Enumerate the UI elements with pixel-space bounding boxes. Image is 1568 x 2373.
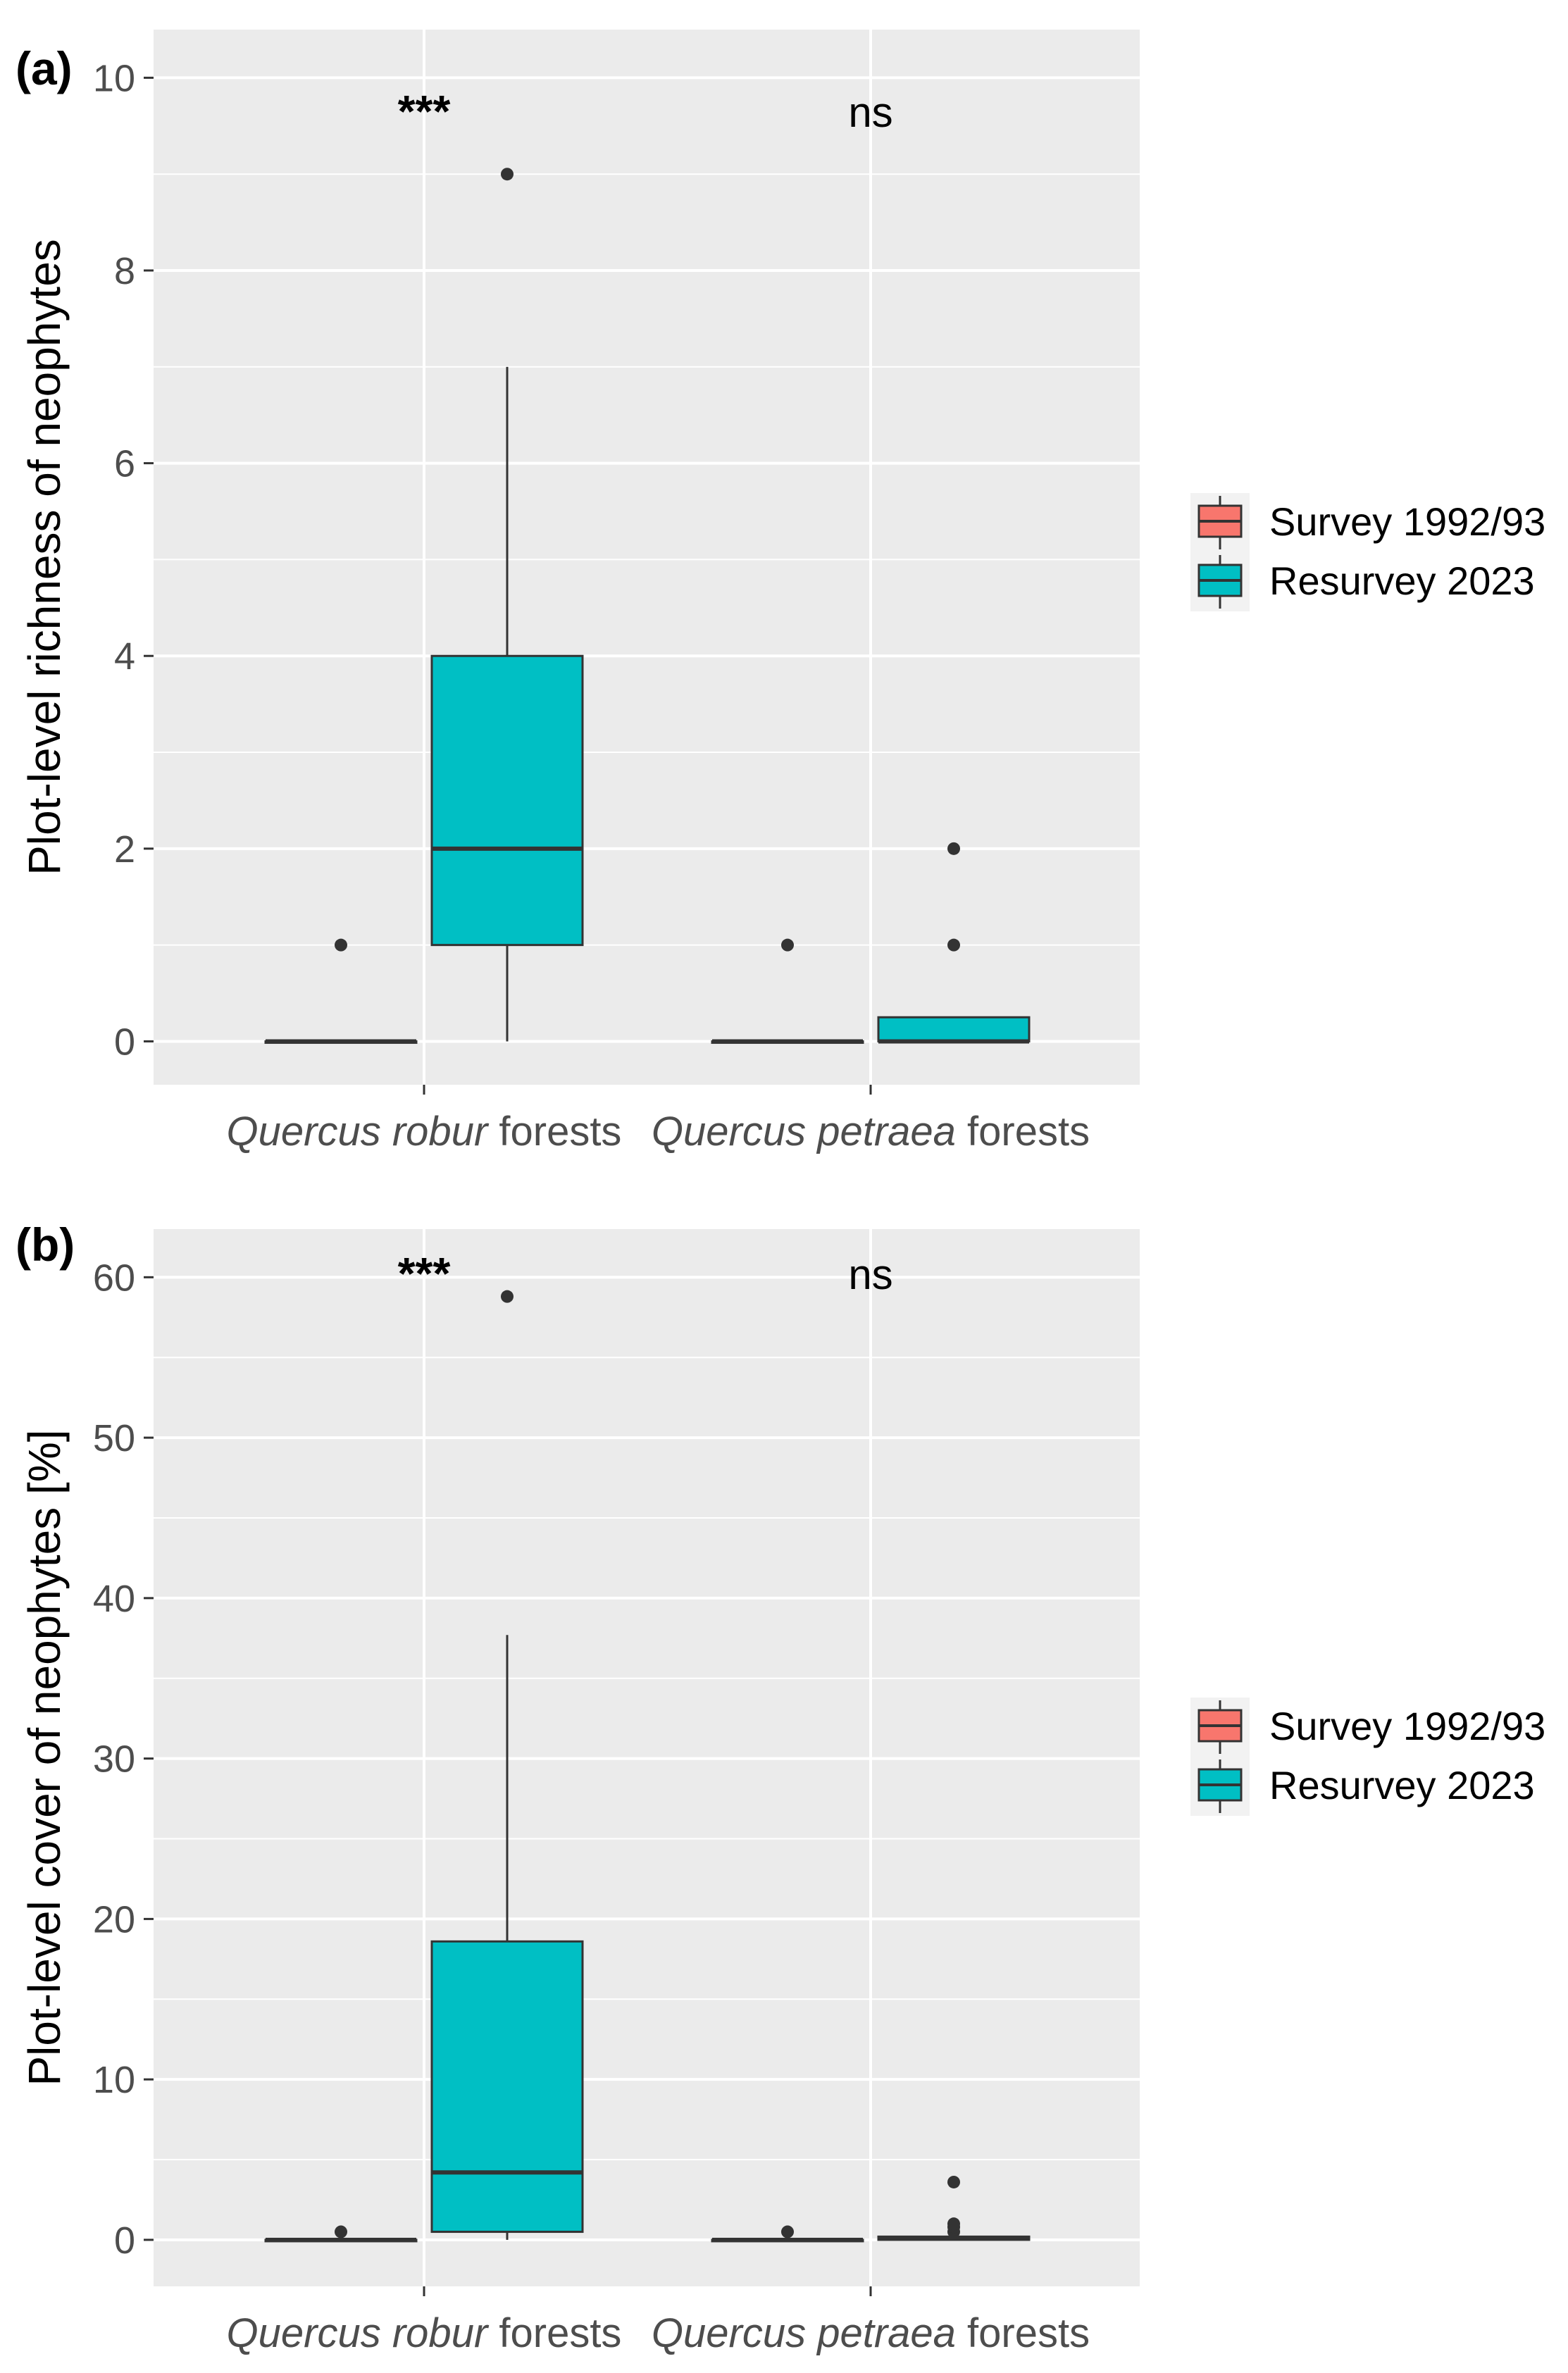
boxplot-survey <box>264 2225 418 2243</box>
legend: Survey 1992/93 Resurvey 2023 <box>1190 493 1545 611</box>
legend-key <box>1190 493 1250 552</box>
y-tick-label: 8 <box>114 250 135 292</box>
legend-key <box>1190 552 1250 611</box>
y-axis-title: Plot-level richness of neophytes <box>19 239 70 876</box>
legend-key <box>1190 1698 1250 1757</box>
significance-label: ns <box>848 89 892 136</box>
box <box>877 1016 1031 1042</box>
category-genus-species: Quercus robur <box>227 2310 490 2356</box>
outlier-point <box>947 938 960 952</box>
legend: Survey 1992/93 Resurvey 2023 <box>1190 1698 1545 1816</box>
outlier-point <box>947 2217 960 2231</box>
boxplot-resurvey <box>430 1290 584 2240</box>
outlier-point <box>947 842 960 855</box>
panel-tag: (a) <box>15 42 73 94</box>
boxplot-resurvey <box>877 842 1031 1044</box>
boxplot-survey <box>711 2225 864 2243</box>
significance-label: ns <box>848 1251 892 1298</box>
box <box>430 654 584 947</box>
category-suffix: forests <box>956 1109 1090 1154</box>
legend-label: Resurvey 2023 <box>1269 1763 1535 1807</box>
y-tick-label: 10 <box>93 2059 135 2101</box>
outlier-point <box>947 2175 960 2188</box>
legend-label: Survey 1992/93 <box>1269 1704 1545 1748</box>
legend-label: Survey 1992/93 <box>1269 499 1545 544</box>
legend-label: Resurvey 2023 <box>1269 559 1535 603</box>
y-tick-label: 0 <box>114 1021 135 1063</box>
y-tick-label: 4 <box>114 635 135 678</box>
y-tick-label: 50 <box>93 1417 135 1459</box>
category-suffix: forests <box>956 2310 1090 2356</box>
legend-key <box>1190 1757 1250 1816</box>
boxplot-resurvey <box>430 168 584 1042</box>
category-genus-species: Quercus petraea <box>652 2310 956 2356</box>
y-tick-label: 6 <box>114 443 135 485</box>
significance-label: *** <box>398 86 451 137</box>
panel-tag: (b) <box>15 1219 75 1271</box>
significance-label: *** <box>398 1248 451 1299</box>
y-tick-label: 10 <box>93 57 135 99</box>
x-category-label: Quercus petraea forests <box>652 1109 1090 1154</box>
x-category-label: Quercus petraea forests <box>652 2310 1090 2356</box>
outlier-point <box>781 938 794 952</box>
y-tick-label: 60 <box>93 1257 135 1299</box>
box <box>430 1940 584 2234</box>
boxplot-resurvey <box>877 2175 1031 2241</box>
outlier-point <box>501 168 514 181</box>
y-tick-label: 20 <box>93 1898 135 1941</box>
x-category-label: Quercus robur forests <box>227 2310 622 2356</box>
category-suffix: forests <box>487 2310 621 2356</box>
boxplot-survey <box>711 938 864 1044</box>
category-genus-species: Quercus robur <box>227 1109 490 1154</box>
y-tick-label: 0 <box>114 2219 135 2262</box>
plot-background <box>154 30 1140 1085</box>
y-tick-label: 40 <box>93 1578 135 1620</box>
outlier-point <box>335 2225 347 2238</box>
x-category-label: Quercus robur forests <box>227 1109 622 1154</box>
outlier-point <box>335 938 347 952</box>
category-genus-species: Quercus petraea <box>652 1109 956 1154</box>
outlier-point <box>781 2225 794 2238</box>
boxplot-survey <box>264 938 418 1044</box>
category-suffix: forests <box>487 1109 621 1154</box>
y-tick-label: 30 <box>93 1738 135 1781</box>
outlier-point <box>501 1290 514 1303</box>
y-axis-title: Plot-level cover of neophytes [%] <box>19 1429 70 2086</box>
y-tick-label: 2 <box>114 828 135 871</box>
